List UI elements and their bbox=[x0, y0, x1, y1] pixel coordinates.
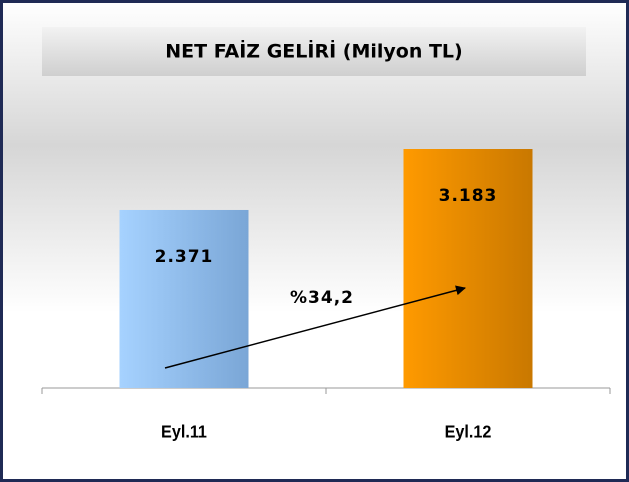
growth-annotation: %34,2 bbox=[290, 288, 354, 308]
growth-arrow bbox=[164, 285, 466, 369]
x-tick-label: Eyl.11 bbox=[161, 422, 207, 442]
title-box bbox=[42, 27, 586, 76]
x-tick-label: Eyl.12 bbox=[445, 422, 492, 442]
bar bbox=[119, 209, 249, 388]
data-label: 2.371 bbox=[155, 247, 214, 267]
data-label: 3.183 bbox=[439, 186, 498, 206]
bar bbox=[403, 149, 533, 388]
chart-title: NET FAİZ GELİRİ (Milyon TL) bbox=[165, 39, 462, 63]
